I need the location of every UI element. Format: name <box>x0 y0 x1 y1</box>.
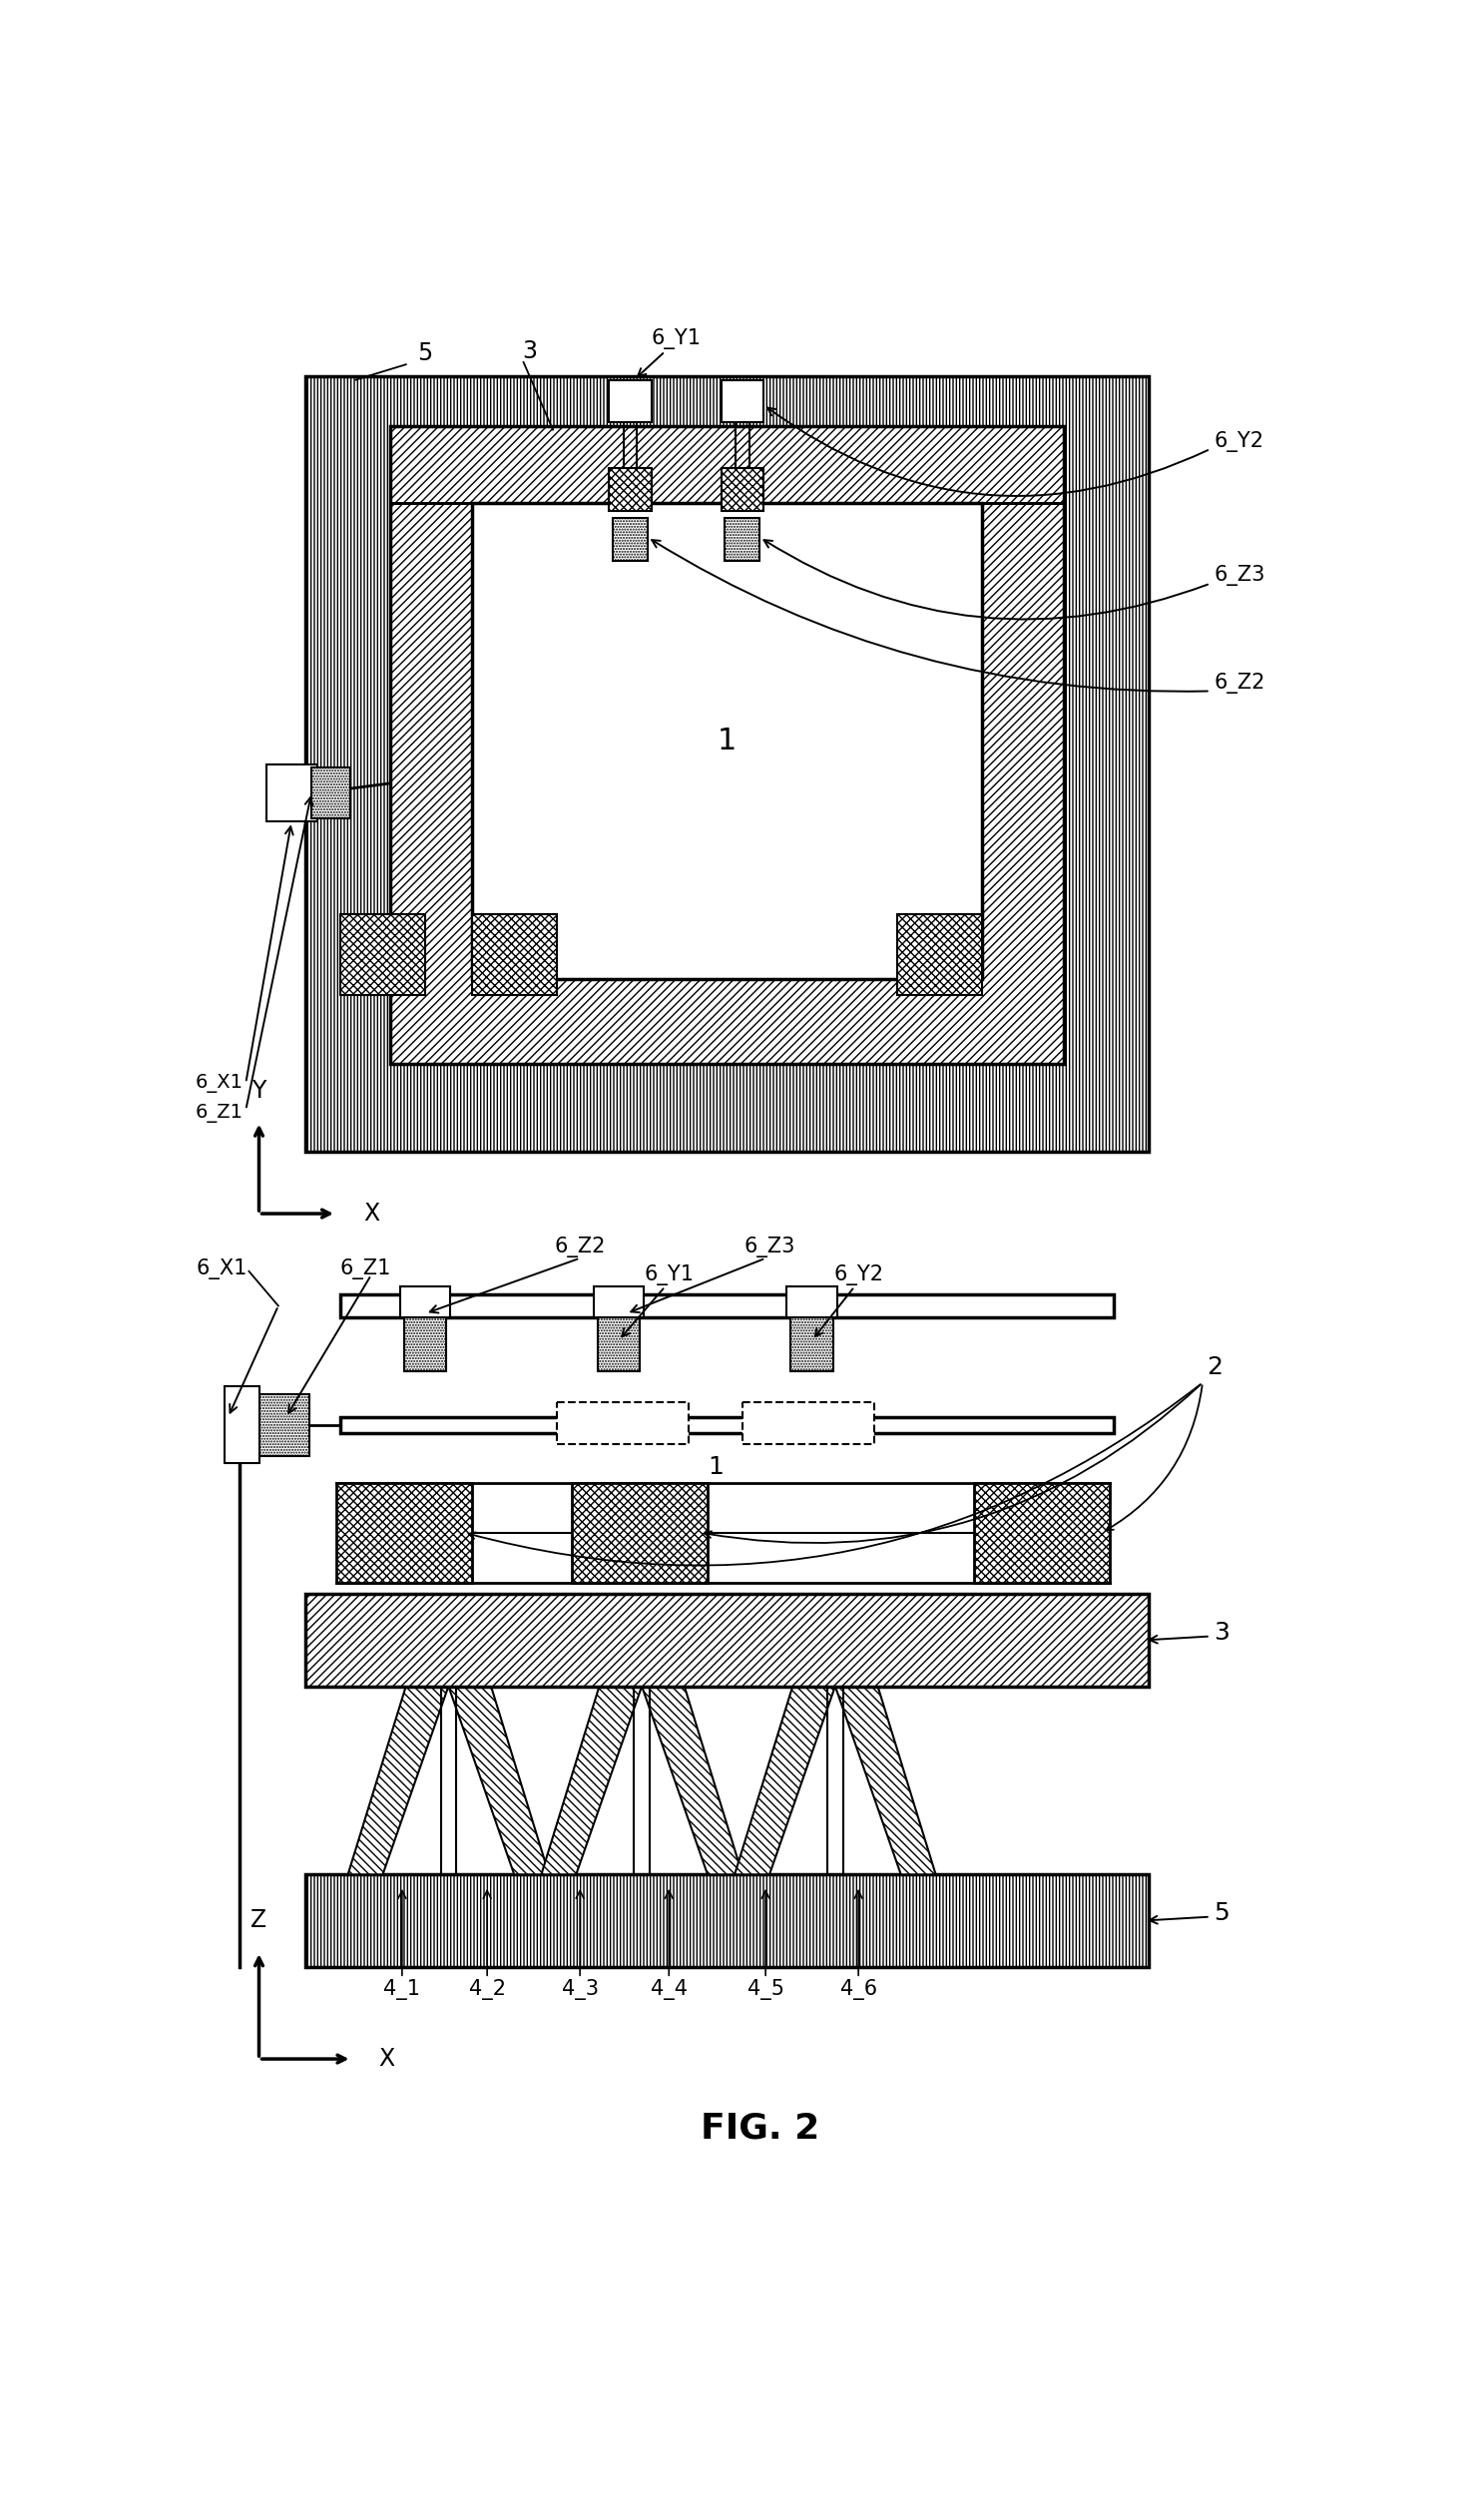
Text: 5: 5 <box>1214 1902 1230 1925</box>
Bar <box>306 1875 1149 1967</box>
Text: 6_Y1: 6_Y1 <box>644 1264 695 1286</box>
Bar <box>896 915 982 995</box>
Polygon shape <box>641 1685 742 1875</box>
Bar <box>608 379 651 421</box>
Bar <box>224 1386 260 1463</box>
Bar <box>340 1416 1113 1433</box>
Text: 4_4: 4_4 <box>650 1979 687 1999</box>
Bar <box>721 379 764 421</box>
Bar <box>306 376 1149 1152</box>
Bar <box>401 1286 451 1316</box>
Bar <box>787 1286 837 1316</box>
Bar <box>791 1316 833 1371</box>
Bar <box>556 1401 689 1443</box>
Text: 6_Z2: 6_Z2 <box>555 1237 605 1256</box>
Bar <box>726 519 760 561</box>
Bar <box>472 504 982 980</box>
Text: 6_Y1: 6_Y1 <box>651 329 702 349</box>
Polygon shape <box>347 1685 448 1875</box>
Text: 6_X1: 6_X1 <box>196 1259 248 1279</box>
Bar <box>340 1294 1113 1316</box>
Bar <box>312 768 350 818</box>
Text: 6_Z3: 6_Z3 <box>743 1237 795 1256</box>
Text: 4_6: 4_6 <box>840 1979 877 1999</box>
Polygon shape <box>835 1685 936 1875</box>
Bar <box>613 519 647 561</box>
Bar <box>404 1316 447 1371</box>
Text: 4_5: 4_5 <box>746 1979 784 1999</box>
Polygon shape <box>735 1685 835 1875</box>
Text: X: X <box>378 2047 395 2072</box>
Bar <box>594 1286 644 1316</box>
Bar <box>573 1483 708 1583</box>
Text: 6_Y2: 6_Y2 <box>1214 431 1264 451</box>
Text: 6_X1: 6_X1 <box>196 1074 243 1092</box>
Text: 6_Z1: 6_Z1 <box>340 1259 392 1279</box>
Bar <box>337 1483 472 1583</box>
Text: 6_Z1: 6_Z1 <box>196 1104 243 1124</box>
Text: 4_3: 4_3 <box>561 1979 598 1999</box>
Text: 3: 3 <box>1214 1620 1230 1645</box>
Bar <box>598 1316 640 1371</box>
Text: 1: 1 <box>717 725 736 755</box>
Bar <box>472 915 556 995</box>
Bar <box>267 763 318 823</box>
Bar <box>390 426 1064 1065</box>
Text: FIG. 2: FIG. 2 <box>700 2112 819 2144</box>
Polygon shape <box>448 1685 549 1875</box>
Text: 2: 2 <box>1206 1356 1223 1379</box>
Text: 5: 5 <box>417 342 433 364</box>
Text: 6_Y2: 6_Y2 <box>834 1264 883 1286</box>
Bar <box>721 469 764 511</box>
Text: 4_1: 4_1 <box>383 1979 420 1999</box>
Text: Z: Z <box>251 1910 267 1932</box>
Polygon shape <box>542 1685 641 1875</box>
Bar <box>306 1593 1149 1685</box>
Text: 6_Z2: 6_Z2 <box>1214 673 1266 693</box>
Bar <box>742 1401 874 1443</box>
Bar <box>608 469 651 511</box>
Bar <box>255 1394 309 1456</box>
Text: 4_2: 4_2 <box>469 1979 506 1999</box>
Text: 6_Z3: 6_Z3 <box>1214 566 1266 586</box>
Text: 3: 3 <box>522 339 537 364</box>
Text: Y: Y <box>252 1079 266 1102</box>
Bar <box>340 915 426 995</box>
Text: 1: 1 <box>708 1456 723 1478</box>
Bar <box>975 1483 1110 1583</box>
Text: X: X <box>364 1202 380 1227</box>
